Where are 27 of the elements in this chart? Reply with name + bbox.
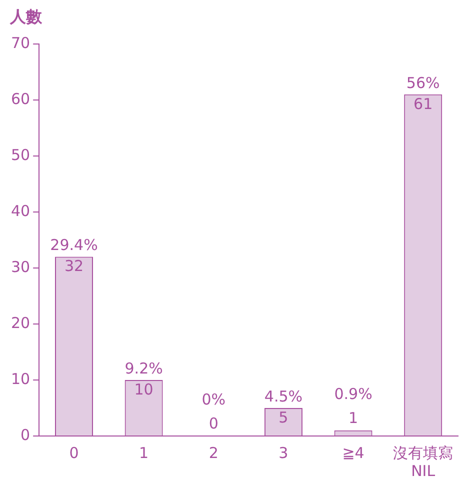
annotation: 9.2% (124, 359, 163, 378)
data-label: 32 (64, 257, 84, 276)
x-tick-label: 0 (69, 444, 79, 462)
x-tick-label: ≧4 (342, 444, 364, 462)
annotation: 0.9% (334, 384, 372, 403)
data-label: 0 (208, 414, 218, 432)
annotation: 56% (406, 74, 440, 92)
y-tick-label: 50 (10, 146, 30, 164)
y-tick-label: 70 (10, 34, 30, 52)
x-tick-label: 沒有填寫 NIL (393, 444, 454, 480)
data-label: 10 (134, 380, 154, 398)
y-tick-label: 30 (10, 258, 30, 276)
data-label: 1 (348, 408, 358, 427)
x-tick-label: 3 (278, 444, 288, 462)
y-axis-title: 人數 (9, 7, 43, 26)
x-tick-label: 1 (139, 444, 149, 462)
annotation: 29.4% (50, 236, 98, 254)
annotation: 4.5% (264, 387, 303, 406)
data-label: 61 (414, 94, 433, 113)
annotation: 0% (202, 390, 226, 408)
y-tick-label: 0 (20, 426, 30, 444)
data-label: 5 (278, 408, 288, 426)
y-tick-label: 20 (10, 314, 30, 332)
x-tick-label: 2 (208, 444, 218, 462)
y-tick-label: 40 (10, 202, 30, 220)
y-tick-label: 10 (10, 370, 30, 388)
y-tick-label: 60 (10, 90, 30, 108)
